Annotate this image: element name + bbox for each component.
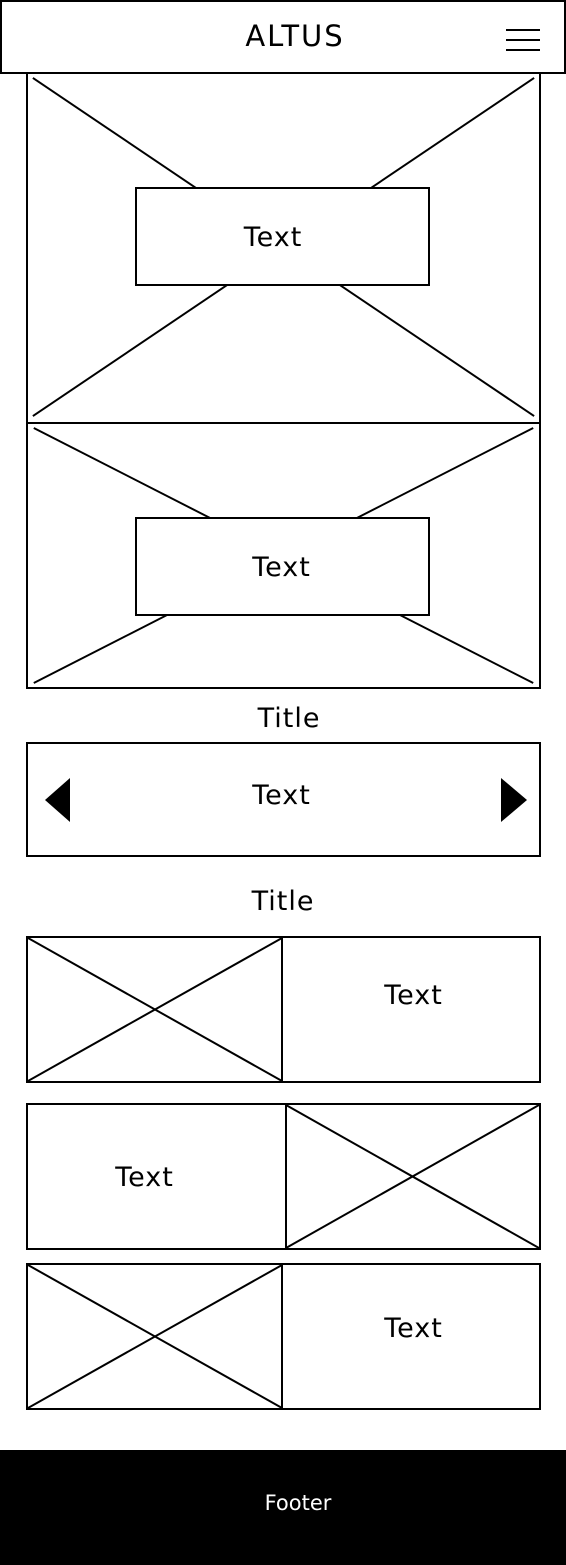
feature-text-2: Text <box>115 1162 174 1193</box>
footer-label: Footer <box>264 1491 332 1515</box>
feature-image-placeholder-1 <box>28 938 283 1081</box>
hero-text-box-1[interactable]: Text <box>135 187 430 286</box>
feature-list-title: Title <box>251 886 315 917</box>
carousel-text: Text <box>252 780 311 811</box>
feature-image-placeholder-2 <box>285 1105 539 1248</box>
feature-row-2[interactable]: Text <box>26 1103 541 1250</box>
carousel: Text <box>26 742 541 857</box>
hero-text-box-2[interactable]: Text <box>135 517 430 616</box>
feature-row-1[interactable]: Text <box>26 936 541 1083</box>
carousel-title: Title <box>257 703 321 734</box>
feature-image-placeholder-3 <box>28 1265 283 1408</box>
feature-text-3: Text <box>384 1313 443 1344</box>
hero-text-2: Text <box>252 552 311 583</box>
carousel-prev-icon[interactable] <box>45 778 71 822</box>
feature-row-3[interactable]: Text <box>26 1263 541 1410</box>
footer: Footer <box>0 1450 566 1565</box>
app-header: ALTUS <box>0 0 566 74</box>
hero-text-1: Text <box>243 222 303 253</box>
carousel-next-icon[interactable] <box>501 778 527 822</box>
feature-text-1: Text <box>384 980 443 1011</box>
brand-logo[interactable]: ALTUS <box>245 19 345 53</box>
hamburger-menu-icon[interactable] <box>506 29 540 53</box>
